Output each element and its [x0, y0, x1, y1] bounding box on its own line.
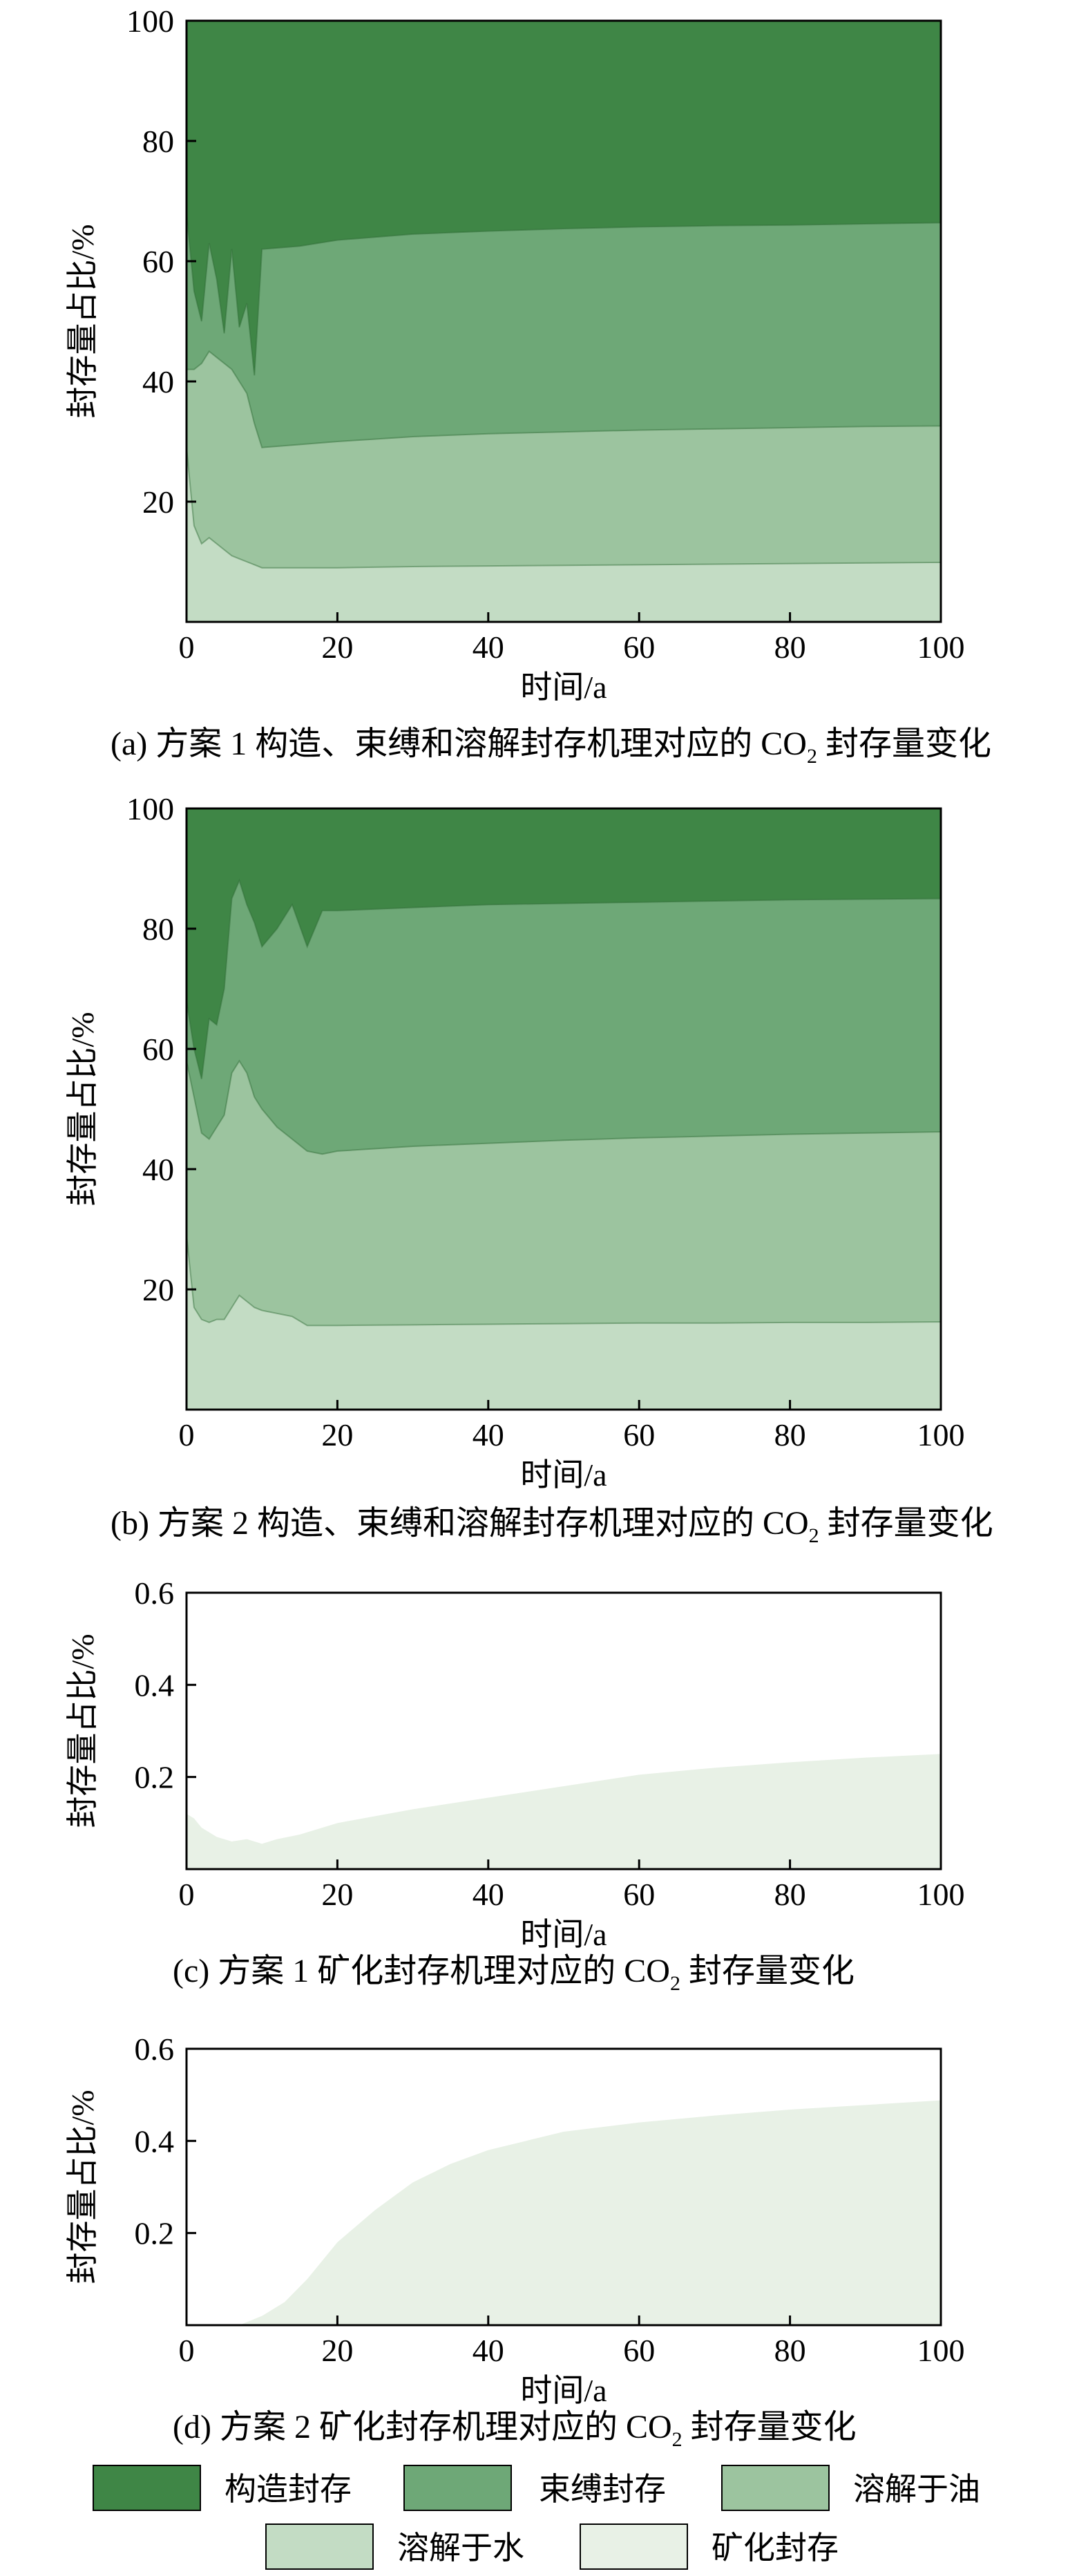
y-tick-label: 80 [142, 911, 174, 947]
chart-panel-b: 0 20 40 60 80 100 20 40 60 80 100 时间/a 封存量占比/% [65, 791, 965, 1493]
x-tick-label: 20 [321, 629, 353, 665]
legend-item-mineral: 矿化封存 [580, 2523, 839, 2570]
legend-swatch [93, 2465, 201, 2511]
x-tick-label: 80 [774, 1877, 806, 1912]
x-tick-label: 60 [623, 2333, 655, 2368]
area-series [186, 350, 942, 623]
x-tick-label: 40 [473, 629, 504, 665]
x-tick-label: 20 [321, 2333, 353, 2368]
y-axis-label: 封存量占比/% [65, 1012, 100, 1206]
x-tick-label: 60 [623, 629, 655, 665]
y-tick-label: 60 [142, 244, 174, 279]
chart-panel-c: 0 20 40 60 80 100 0.2 0.4 0.6 时间/a 封存量占比/% [65, 1575, 965, 1952]
area-series [186, 447, 942, 623]
x-tick-label: 20 [321, 1417, 353, 1452]
x-tick-label: 100 [917, 629, 965, 665]
caption-c: (c) 方案 1 矿化封存机理对应的 CO2 封存量变化 [173, 1953, 855, 1995]
caption-a: (a) 方案 1 构造、束缚和溶解封存机理对应的 CO2 封存量变化 [111, 726, 991, 768]
x-axis-label: 时间/a [520, 1457, 607, 1493]
area-series [186, 1235, 942, 1410]
y-tick-label: 60 [142, 1032, 174, 1067]
y-tick-label: 0.4 [135, 1667, 175, 1703]
legend-label: 构造封存 [225, 2472, 352, 2507]
x-tick-label: 80 [774, 1417, 806, 1452]
x-tick-label: 80 [774, 2333, 806, 2368]
legend-item-residual: 束缚封存 [403, 2465, 666, 2511]
x-tick-label: 40 [473, 1417, 504, 1452]
area-series [187, 2100, 941, 2325]
chart-panel-a: 0 20 40 60 80 100 20 40 60 80 100 时间/a 封存量占比/% [65, 3, 965, 705]
area-series [187, 1754, 941, 1869]
x-tick-label: 0 [179, 629, 195, 665]
plot-frame [185, 1591, 942, 1871]
x-axis-label: 时间/a [520, 670, 607, 705]
legend-swatch [403, 2465, 512, 2511]
plot-frame [185, 807, 942, 1411]
x-tick-label: 40 [473, 2333, 504, 2368]
legend-label: 溶解于水 [397, 2530, 524, 2566]
legend-label: 束缚封存 [539, 2472, 666, 2507]
legend-item-dissolved-water: 溶解于水 [265, 2523, 524, 2570]
x-tick-label: 0 [179, 1877, 195, 1912]
legend-swatch [265, 2523, 374, 2570]
x-axis-label: 时间/a [520, 1917, 607, 1952]
chart-panel-d: 0 20 40 60 80 100 0.2 0.4 0.6 时间/a 封存量占比/% [65, 2032, 965, 2408]
x-tick-label: 100 [917, 1877, 965, 1912]
y-axis-label: 封存量占比/% [65, 2090, 100, 2284]
x-tick-label: 60 [623, 1417, 655, 1452]
x-tick-label: 100 [917, 1417, 965, 1452]
legend-item-structural: 构造封存 [93, 2465, 352, 2511]
area-series [186, 1059, 942, 1410]
y-tick-label: 0.6 [135, 2032, 175, 2067]
y-tick-label: 20 [142, 1272, 174, 1307]
x-tick-label: 40 [473, 1877, 504, 1912]
plot-frame [185, 19, 942, 623]
y-axis-label: 封存量占比/% [65, 1633, 100, 1828]
plot-frame [185, 2047, 942, 2327]
legend-label: 溶解于油 [853, 2472, 980, 2507]
legend-swatch [721, 2465, 830, 2511]
y-axis-label: 封存量占比/% [65, 224, 100, 418]
legend-swatch [580, 2523, 688, 2570]
y-tick-label: 0.6 [135, 1575, 175, 1611]
y-tick-label: 80 [142, 124, 174, 159]
legend: 构造封存 束缚封存 溶解于油 溶解于水 矿化封存 [93, 2465, 980, 2570]
x-tick-label: 80 [774, 629, 806, 665]
caption-b: (b) 方案 2 构造、束缚和溶解封存机理对应的 CO2 封存量变化 [111, 1505, 993, 1547]
legend-label: 矿化封存 [712, 2530, 839, 2566]
y-tick-label: 40 [142, 1152, 174, 1187]
x-tick-label: 0 [179, 1417, 195, 1452]
x-tick-label: 20 [321, 1877, 353, 1912]
x-axis-label: 时间/a [520, 2373, 607, 2408]
x-tick-label: 0 [179, 2333, 195, 2368]
y-tick-label: 0.2 [135, 1760, 175, 1795]
y-tick-label: 20 [142, 484, 174, 520]
y-tick-label: 0.4 [135, 2123, 175, 2159]
y-tick-label: 40 [142, 364, 174, 399]
x-tick-label: 100 [917, 2333, 965, 2368]
x-tick-label: 60 [623, 1877, 655, 1912]
y-tick-label: 100 [126, 3, 174, 39]
y-tick-label: 100 [126, 791, 174, 826]
legend-item-dissolved-oil: 溶解于油 [721, 2465, 980, 2511]
y-tick-label: 0.2 [135, 2216, 175, 2251]
caption-d: (d) 方案 2 矿化封存机理对应的 CO2 封存量变化 [173, 2409, 857, 2451]
